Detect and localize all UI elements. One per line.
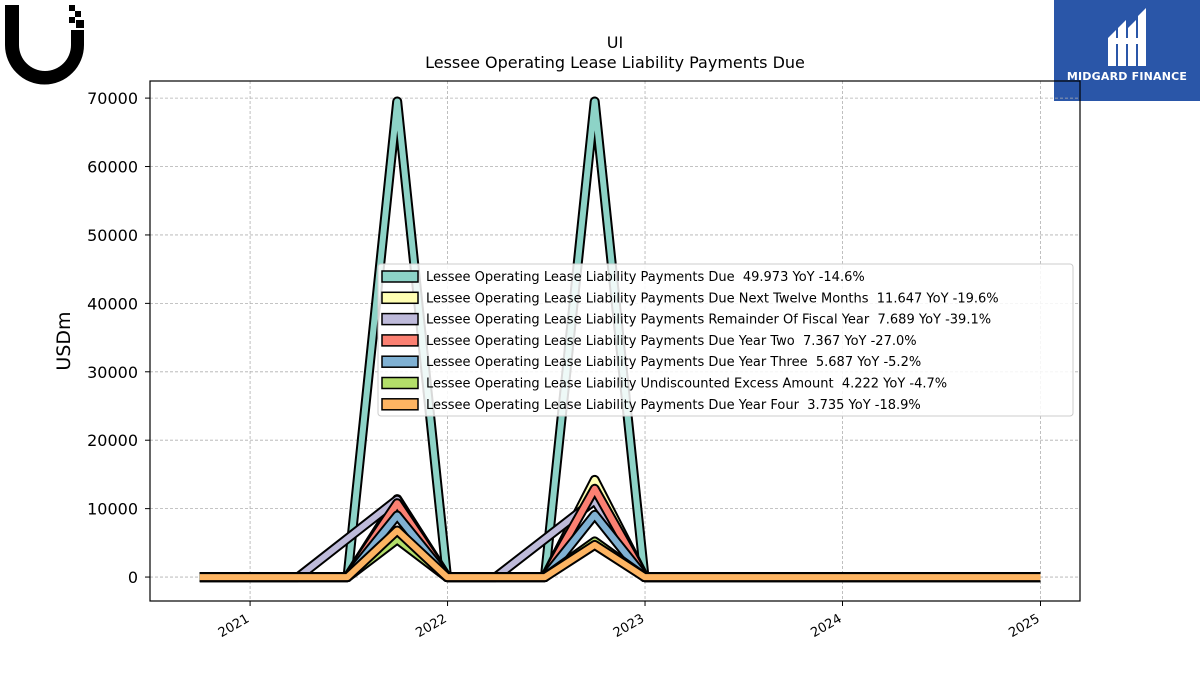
x-tick-label: 2025 [1006, 611, 1042, 641]
chart-ticker: UI [607, 33, 623, 52]
brand-name: MIDGARD FINANCE [1066, 70, 1188, 83]
logo-pixel [76, 20, 84, 28]
ubiquiti-logo-icon [5, 5, 84, 85]
chart-title: Lessee Operating Lease Liability Payment… [425, 53, 805, 72]
legend-entry: Lessee Operating Lease Liability Payment… [426, 270, 865, 285]
plot-frame [149, 80, 1081, 602]
logo-pixel [71, 30, 84, 40]
y-axis-label: USDm [53, 311, 75, 370]
y-tick-label: 70000 [87, 89, 138, 108]
y-tick-label: 0 [128, 568, 138, 587]
legend-entry: Lessee Operating Lease Liability Payment… [426, 313, 991, 328]
logo-pixel [69, 17, 75, 23]
y-tick-label: 30000 [87, 363, 138, 382]
legend-entry: Lessee Operating Lease Liability Payment… [426, 355, 921, 370]
x-axis: 2021 2022 2023 2024 2025 [216, 601, 1043, 641]
y-tick-label: 40000 [87, 294, 138, 313]
y-tick-label: 20000 [87, 431, 138, 450]
logo-pixel [69, 5, 75, 11]
legend-swatch [381, 376, 419, 390]
legend-entry: Lessee Operating Lease Liability Payment… [426, 291, 999, 306]
series-layer [199, 96, 1041, 583]
legend-entry: Lessee Operating Lease Liability Undisco… [426, 377, 947, 392]
legend-swatch [381, 291, 419, 305]
brand-badge: MIDGARD FINANCE [1054, 0, 1200, 101]
y-tick-label: 50000 [87, 226, 138, 245]
legend-swatch [381, 312, 419, 326]
logo-pixel [75, 11, 81, 17]
x-tick-label: 2022 [413, 611, 449, 641]
legend: Lessee Operating Lease Liability Payment… [377, 263, 1074, 417]
y-axis: 0 10000 20000 30000 40000 50000 60000 70000 [87, 89, 150, 587]
y-tick-label: 60000 [87, 158, 138, 177]
x-tick-label: 2024 [808, 611, 844, 641]
x-tick-label: 2021 [216, 611, 252, 641]
x-tick-label: 2023 [611, 611, 647, 641]
legend-swatch [381, 334, 419, 347]
legend-box [377, 263, 1074, 417]
legend-swatch [381, 355, 419, 368]
y-tick-label: 10000 [87, 500, 138, 519]
series-line [199, 527, 1041, 581]
logo-u-shape [5, 5, 84, 85]
legend-swatch [381, 398, 419, 411]
legend-entry: Lessee Operating Lease Liability Payment… [426, 334, 917, 349]
midgard-logo-icon [1108, 8, 1146, 66]
legend-entry: Lessee Operating Lease Liability Payment… [426, 398, 921, 413]
legend-swatch [381, 270, 419, 283]
